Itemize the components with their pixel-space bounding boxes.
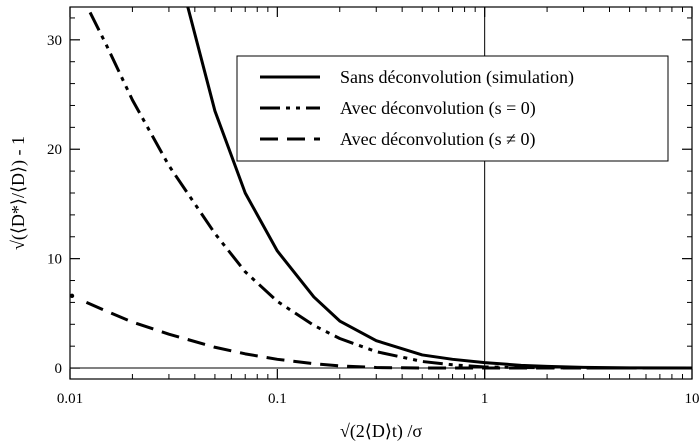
tick-group: 0.01 0.1 1 10 0 10 20 30 (47, 7, 699, 407)
x-axis-label: √(2⟨D⟩t) /σ (340, 421, 422, 442)
series-group (70, 7, 692, 370)
y-tick-label: 30 (47, 33, 62, 49)
y-axis-label: √(⟨D*⟩/⟨D⟩) - 1 (8, 136, 29, 250)
legend-label-1: Avec déconvolution (s = 0) (340, 98, 536, 119)
legend: Sans déconvolution (simulation) Avec déc… (236, 55, 669, 162)
y-tick-label: 20 (47, 142, 62, 158)
legend-label-2: Avec déconvolution (s ≠ 0) (340, 129, 536, 150)
y-tick-label: 10 (47, 252, 62, 268)
y-tick-label: 0 (55, 361, 63, 377)
extra-point-0 (70, 293, 75, 299)
x-tick-label: 0.1 (268, 391, 287, 407)
x-tick-label: 0.01 (57, 391, 83, 407)
series-line-2 (85, 301, 692, 370)
legend-label-0: Sans déconvolution (simulation) (340, 67, 574, 88)
x-tick-label: 1 (481, 391, 489, 407)
x-tick-label: 10 (685, 391, 699, 407)
